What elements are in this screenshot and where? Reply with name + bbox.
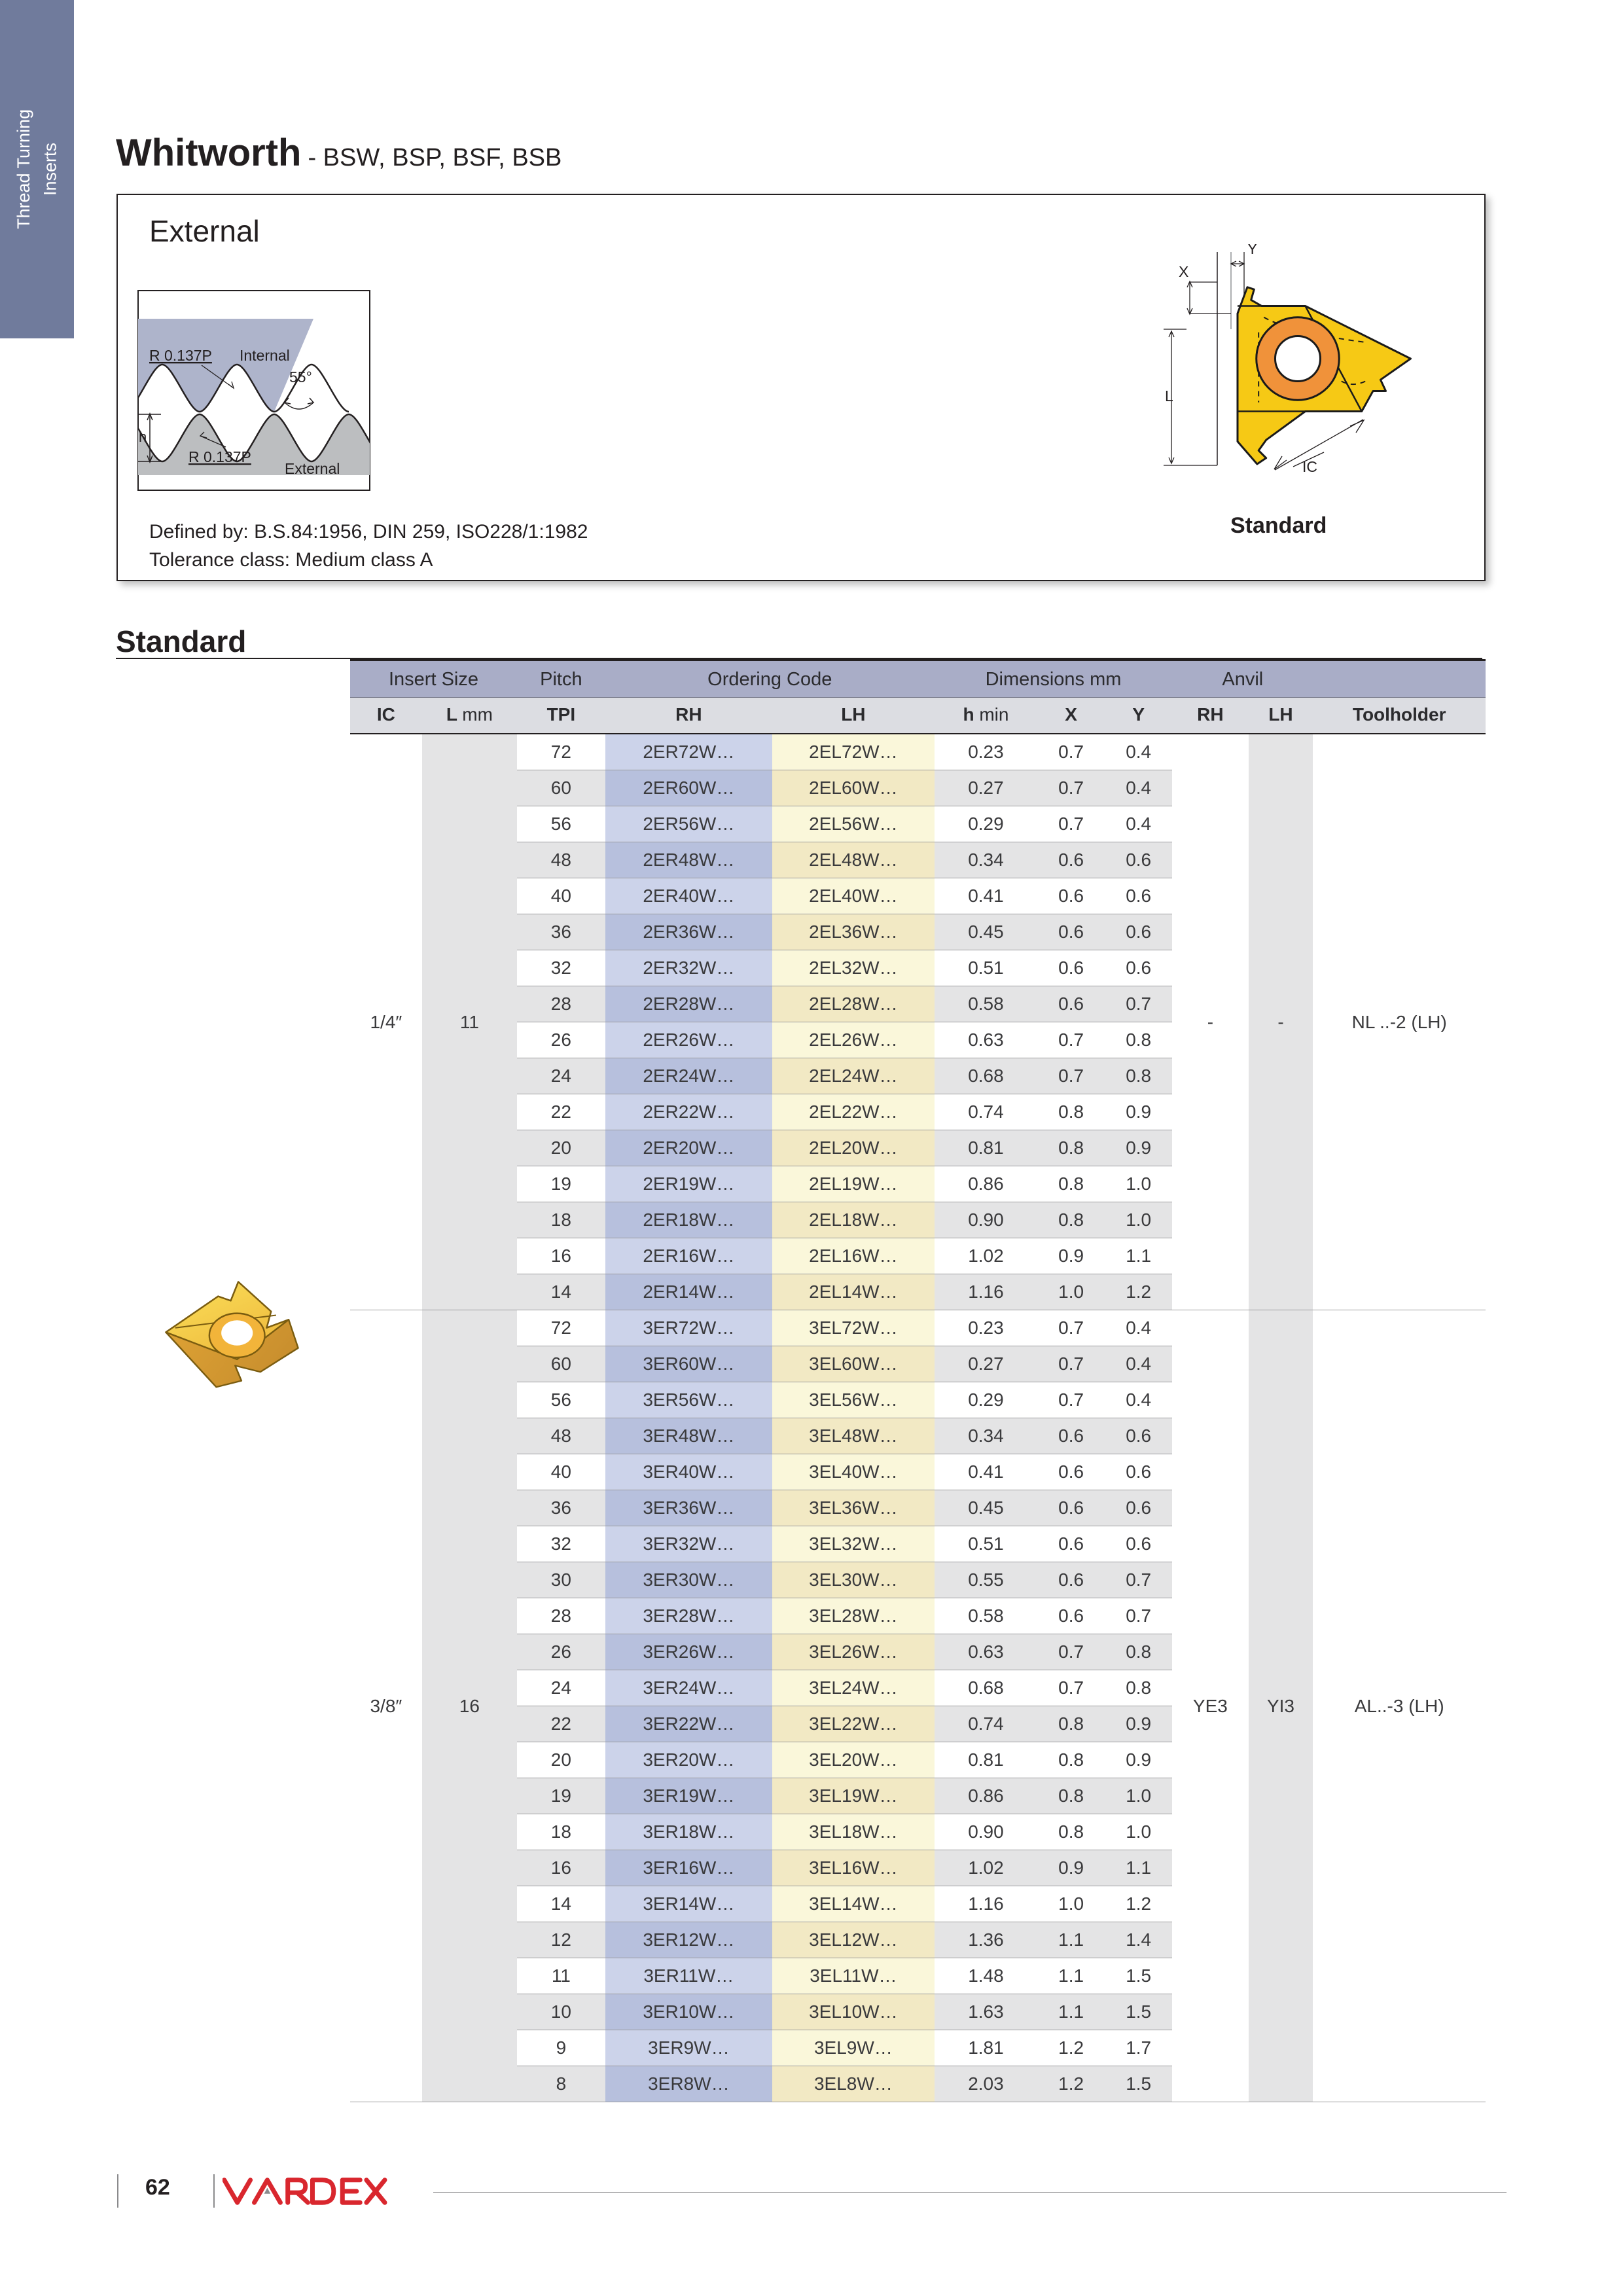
svg-text:h: h	[139, 429, 147, 445]
svg-text:L: L	[1165, 387, 1173, 404]
svg-text:R 0.137P: R 0.137P	[188, 448, 251, 465]
svg-text:IC: IC	[1302, 458, 1317, 475]
svg-text:X: X	[1179, 263, 1188, 280]
svg-text:55°: 55°	[289, 368, 312, 386]
svg-text:External: External	[285, 460, 340, 477]
svg-text:R 0.137P: R 0.137P	[149, 347, 212, 364]
svg-text:Y: Y	[1247, 244, 1257, 257]
svg-text:Internal: Internal	[240, 347, 290, 364]
